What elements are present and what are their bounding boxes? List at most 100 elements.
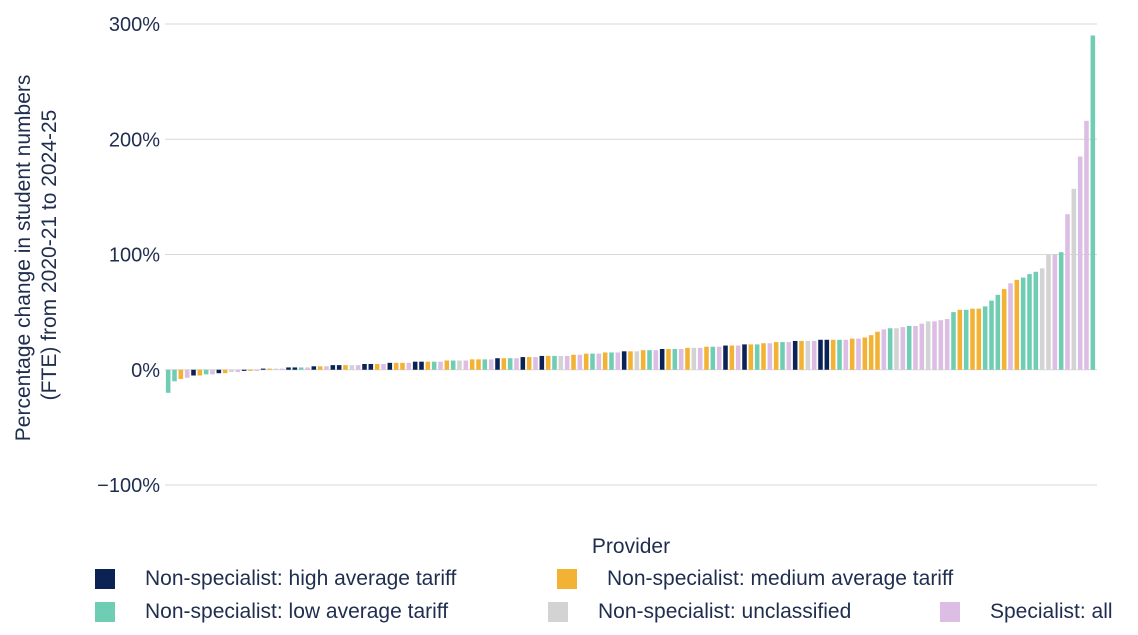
bar: [773, 342, 779, 370]
bar: [628, 351, 633, 370]
bar: [995, 294, 1001, 370]
y-tick-label: 200%: [109, 129, 160, 151]
bar: [1052, 254, 1058, 370]
bar: [533, 357, 538, 370]
bar: [229, 369, 234, 373]
bar: [805, 340, 811, 370]
bar: [438, 361, 443, 370]
bar: [678, 349, 684, 370]
bar: [191, 369, 196, 376]
bar: [704, 346, 709, 370]
bar: [222, 369, 228, 374]
y-tick-labels: −100% 0% 100% 200% 300%: [97, 14, 160, 497]
bar: [951, 312, 956, 370]
x-axis-title: Provider: [592, 535, 670, 558]
bar: [457, 360, 462, 370]
bar: [723, 345, 728, 370]
bar: [957, 309, 963, 370]
bar: [811, 340, 817, 370]
bar: [431, 361, 437, 370]
bar: [577, 354, 583, 370]
bar: [400, 362, 405, 370]
bar: [818, 339, 823, 370]
bar: [305, 367, 310, 370]
bar: [982, 306, 988, 370]
legend-swatch-medium-tariff: [557, 569, 577, 589]
bar: [292, 367, 298, 370]
bar: [1071, 188, 1077, 370]
bar: [875, 331, 880, 370]
bar: [558, 355, 564, 370]
bar: [944, 319, 950, 370]
bar: [317, 366, 323, 370]
bar: [659, 349, 665, 370]
bar: [463, 360, 469, 370]
bar: [666, 349, 671, 370]
bar: [279, 368, 285, 370]
bar: [697, 347, 703, 370]
bar: [830, 339, 836, 370]
legend-label-medium-tariff: Non-specialist: medium average tariff: [607, 567, 954, 590]
bar: [621, 351, 627, 370]
bar: [932, 321, 937, 370]
bar: [634, 351, 640, 370]
bar: [976, 308, 982, 370]
y-axis-title: Percentage change in student numbers (FT…: [12, 69, 61, 441]
bar: [919, 323, 925, 370]
bar: [761, 343, 766, 370]
bar: [856, 338, 861, 370]
bar: [843, 339, 849, 370]
bar: [349, 365, 355, 370]
y-tick-label: 100%: [109, 245, 160, 267]
bar: [507, 358, 513, 370]
bar: [336, 365, 342, 370]
bar: [165, 369, 171, 393]
bar: [925, 321, 931, 370]
bar: [792, 340, 798, 370]
bar: [495, 358, 500, 370]
legend-label-high-tariff: Non-specialist: high average tariff: [145, 567, 457, 590]
bar: [324, 366, 329, 370]
bar: [520, 357, 526, 370]
bar: [1039, 268, 1045, 370]
bar: [1008, 283, 1013, 370]
y-axis-title-line-2: (FTE) from 2020-21 to 2024-25: [38, 110, 61, 401]
bar: [172, 369, 177, 382]
bar: [286, 367, 291, 370]
bar: [894, 328, 899, 370]
bar: [425, 361, 431, 370]
bar: [406, 362, 412, 370]
bar: [1077, 156, 1083, 370]
bar: [767, 343, 773, 370]
legend-label-specialist: Specialist: all: [990, 600, 1113, 623]
bar: [298, 367, 304, 370]
y-tick-label: 300%: [109, 14, 160, 36]
bar: [450, 360, 456, 370]
bar: [501, 358, 507, 370]
bar: [539, 355, 545, 370]
bar: [248, 369, 253, 371]
bar: [393, 362, 399, 370]
bar: [748, 344, 754, 370]
bar: [355, 365, 361, 370]
bar: [564, 355, 570, 370]
bar: [254, 369, 260, 371]
bar: [989, 300, 994, 370]
bar: [742, 344, 747, 370]
legend: Non-specialist: high average tariff Non-…: [95, 567, 1135, 633]
bar: [1065, 214, 1070, 370]
bar: [571, 354, 576, 370]
legend-swatch-specialist: [940, 602, 960, 622]
bar: [387, 362, 393, 370]
bar: [938, 320, 944, 370]
bar: [653, 350, 659, 370]
bar: [210, 369, 215, 375]
bar: [469, 359, 475, 370]
bar: [615, 352, 621, 370]
bar: [381, 363, 386, 370]
bar: [545, 355, 551, 370]
bar: [906, 325, 912, 370]
bar: [913, 325, 918, 370]
bar: [710, 346, 716, 370]
bar: [887, 328, 893, 370]
